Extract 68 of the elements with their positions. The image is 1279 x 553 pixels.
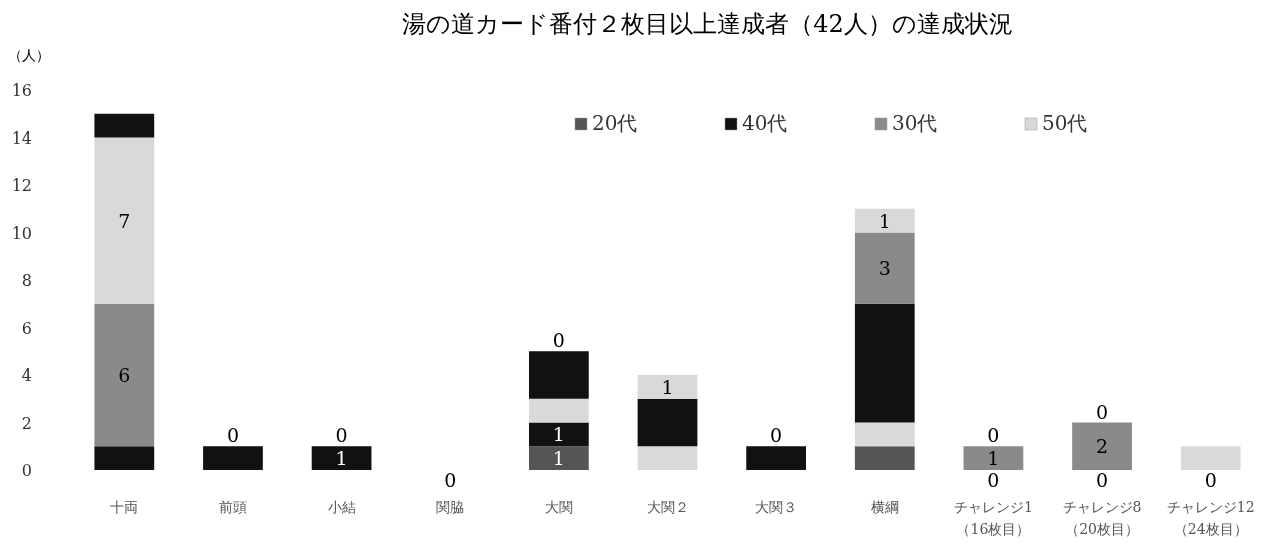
x-tick-label: 関脇 [436,499,465,515]
legend-label: 50代 [1042,111,1088,135]
bar [94,446,155,470]
y-tick-label: 4 [21,366,32,385]
y-tick-label: 0 [21,461,32,480]
data-label: 3 [878,257,891,280]
x-tick-label: 大関２ [646,499,689,515]
bar [854,208,915,233]
data-label: 2 [1096,435,1109,458]
bar [94,137,155,304]
data-label: 6 [118,364,131,386]
data-label: 1 [661,375,674,398]
bar [637,446,698,470]
x-tick-label: 前頭 [218,499,247,515]
x-tick-label: 小結 [327,499,356,515]
legend-label: 30代 [892,111,938,135]
y-tick-label: 8 [21,271,32,290]
data-label: 0 [335,424,348,447]
bar [528,446,589,470]
bar [528,398,589,423]
y-tick-label: 10 [11,223,32,243]
data-label: 7 [118,209,131,232]
data-label: 0 [1204,469,1217,491]
y-tick-label: 2 [21,413,32,433]
data-label: 0 [1096,469,1109,491]
y-axis-title: （人） [8,47,50,63]
y-tick-label: 16 [11,81,32,100]
bar [637,398,698,447]
data-label: 0 [987,424,1000,447]
bar [1072,422,1132,470]
bar [311,446,372,470]
data-label: 1 [552,423,565,446]
x-tick-label: チャレンジ1 （16枚目） [953,499,1033,537]
legend-label: 40代 [742,111,788,135]
x-tick-label: チャレンジ8 （20枚目） [1062,499,1142,537]
data-label: 1 [552,447,565,470]
y-tick-label: 6 [21,318,32,338]
bar [963,446,1024,470]
y-tick-label: 14 [11,128,32,148]
bar [203,446,263,470]
data-label: 1 [878,209,891,232]
bar [637,375,698,399]
data-label: 0 [226,424,239,447]
x-tick-label: 十両 [110,499,139,515]
data-label: 0 [987,469,1000,491]
bar [854,232,915,304]
legend-label: 20代 [592,111,638,135]
bar [1180,446,1241,470]
bar [94,113,155,138]
x-tick-label: 横綱 [870,499,899,515]
data-label: 0 [444,469,457,491]
x-tick-label: 大関 [544,499,573,515]
x-tick-label: 大関３ [755,499,798,515]
bar [854,422,915,447]
bar [94,303,155,447]
bar [746,446,807,470]
bar [528,422,589,447]
data-label: 0 [552,329,565,352]
bar [854,303,915,423]
bar [528,351,589,399]
data-label: 0 [770,424,783,447]
data-label: 1 [987,447,1000,470]
bar [854,446,915,470]
data-label: 1 [335,447,348,470]
data-label: 0 [1096,400,1109,423]
x-tick-label: チャレンジ12 （24枚目） [1166,499,1255,537]
y-tick-label: 12 [11,176,32,195]
chart-title: 湯の道カード番付２枚目以上達成者（42人）の達成状況 [402,10,1013,38]
